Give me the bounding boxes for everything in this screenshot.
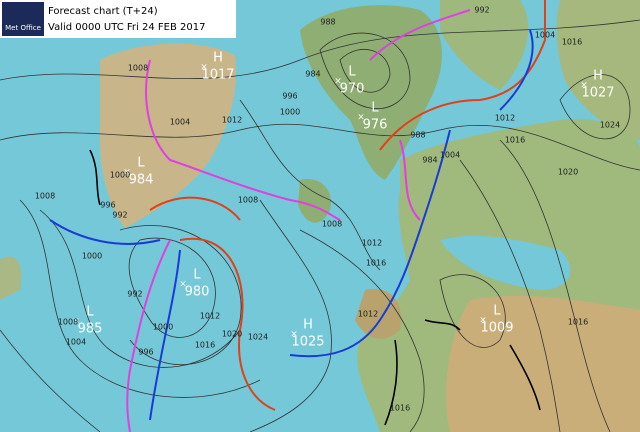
center-mark: × bbox=[580, 81, 588, 91]
isobar-label: 1000 bbox=[110, 171, 130, 180]
center-pressure: 1027 bbox=[581, 86, 614, 101]
isobar-label: 1024 bbox=[248, 333, 268, 342]
isobar-label: 996 bbox=[282, 92, 297, 101]
isobar-label: 1016 bbox=[562, 38, 582, 47]
isobar-label: 988 bbox=[410, 131, 425, 140]
isobar-label: 984 bbox=[422, 156, 437, 165]
center-mark: × bbox=[290, 330, 298, 340]
isobar-label: 984 bbox=[305, 70, 320, 79]
isobar-label: 1016 bbox=[505, 136, 525, 145]
isobar-label: 1004 bbox=[66, 338, 86, 347]
center-type: L bbox=[137, 156, 145, 171]
isobar-label: 1016 bbox=[195, 341, 215, 350]
british-isles bbox=[298, 179, 331, 223]
center-mark: × bbox=[179, 280, 187, 290]
isobars bbox=[0, 19, 640, 432]
center-mark: × bbox=[357, 113, 365, 123]
center-pressure: 984 bbox=[129, 173, 154, 188]
center-pressure: 980 bbox=[185, 285, 210, 300]
center-type: L bbox=[371, 101, 379, 116]
isobar-label: 1012 bbox=[200, 312, 220, 321]
header-valid: Valid 0000 UTC Fri 24 FEB 2017 bbox=[48, 22, 205, 33]
isobar-label: 1008 bbox=[58, 318, 78, 327]
isobar-label: 1016 bbox=[366, 259, 386, 268]
center-pressure: 985 bbox=[78, 322, 103, 337]
isobar-label: 1000 bbox=[280, 108, 300, 117]
isobar-label: 992 bbox=[474, 6, 489, 15]
header-title: Forecast chart (T+24) bbox=[48, 6, 158, 17]
isobar-label: 1012 bbox=[495, 114, 515, 123]
logo-text: Met Office bbox=[5, 24, 41, 32]
center-mark: × bbox=[72, 317, 80, 327]
land bbox=[0, 256, 22, 300]
isobar-label: 1012 bbox=[362, 239, 382, 248]
center-type: H bbox=[213, 51, 223, 66]
isobar-label: 1008 bbox=[322, 220, 342, 229]
isobar-label: 1012 bbox=[222, 116, 242, 125]
isobar-label: 1012 bbox=[358, 310, 378, 319]
isobar-label: 1008 bbox=[238, 196, 258, 205]
isobar-label: 1008 bbox=[35, 192, 55, 201]
isobar-label: 1016 bbox=[568, 318, 588, 327]
center-mark: × bbox=[479, 316, 487, 326]
mediterranean bbox=[440, 235, 571, 290]
isobar-label: 992 bbox=[112, 211, 127, 220]
center-mark: × bbox=[123, 168, 131, 178]
isobar-label: 1020 bbox=[222, 330, 242, 339]
center-type: H bbox=[303, 318, 313, 333]
center-type: L bbox=[493, 304, 501, 319]
center-mark: × bbox=[334, 77, 342, 87]
greenland bbox=[99, 43, 237, 229]
center-pressure: 1025 bbox=[291, 335, 324, 350]
center-type: L bbox=[86, 305, 94, 320]
troughs bbox=[89, 149, 541, 426]
center-type: H bbox=[593, 69, 603, 84]
north-africa bbox=[446, 295, 640, 432]
center-type: L bbox=[348, 65, 356, 80]
isobar-label: 1004 bbox=[535, 31, 555, 40]
isobar-label: 1000 bbox=[153, 323, 173, 332]
isobar-label: 1016 bbox=[390, 404, 410, 413]
land bbox=[556, 0, 640, 140]
center-pressure: 976 bbox=[363, 118, 388, 133]
center-pressure: 970 bbox=[340, 82, 365, 97]
isobar-label: 1004 bbox=[440, 151, 460, 160]
isobar-label: 992 bbox=[127, 290, 142, 299]
isobar-label: 988 bbox=[320, 18, 335, 27]
isobar-label: 996 bbox=[138, 348, 153, 357]
center-pressure: 1017 bbox=[201, 68, 234, 83]
isobar-label: 1020 bbox=[558, 168, 578, 177]
center-pressure: 1009 bbox=[480, 321, 513, 336]
center-type: L bbox=[193, 268, 201, 283]
logo bbox=[2, 2, 44, 36]
fronts bbox=[49, 0, 546, 432]
land bbox=[440, 0, 529, 90]
center-mark: × bbox=[200, 63, 208, 73]
isobar-label: 1024 bbox=[600, 121, 620, 130]
isobar-label: 1008 bbox=[128, 64, 148, 73]
isobar-label: 1000 bbox=[82, 252, 102, 261]
isobar-label: 996 bbox=[100, 201, 115, 210]
isobar-label: 1004 bbox=[170, 118, 190, 127]
